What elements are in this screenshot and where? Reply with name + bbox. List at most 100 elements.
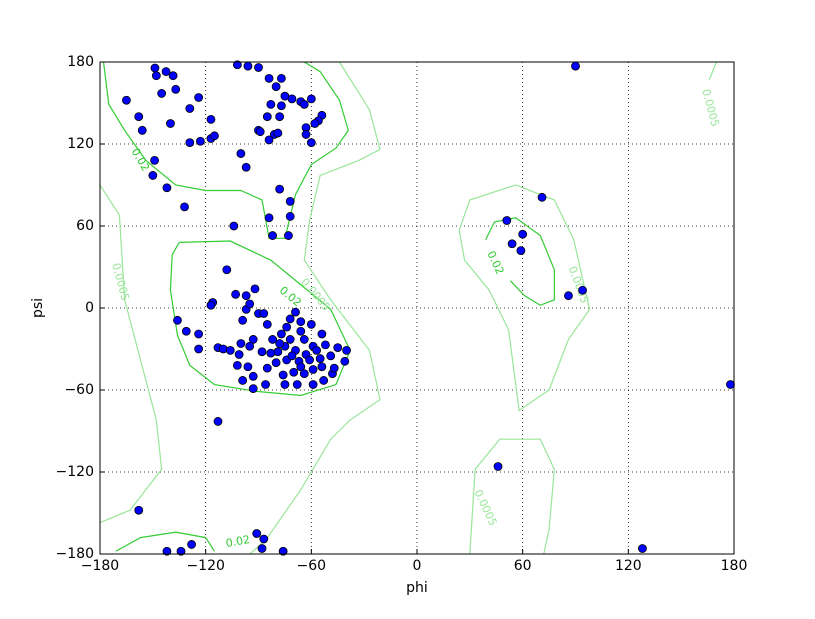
point xyxy=(173,315,182,325)
contour-line xyxy=(469,438,555,555)
point xyxy=(285,196,295,206)
point xyxy=(232,60,242,70)
point xyxy=(134,505,144,515)
point xyxy=(578,285,587,295)
point xyxy=(726,380,735,389)
point xyxy=(166,119,175,128)
point xyxy=(187,540,196,549)
point xyxy=(157,89,167,98)
contour-line xyxy=(99,184,163,524)
point xyxy=(264,213,274,223)
point xyxy=(248,384,258,394)
point xyxy=(518,229,528,239)
point xyxy=(238,376,248,385)
y-tick-label: 180 xyxy=(67,54,94,70)
point xyxy=(273,347,283,357)
point xyxy=(266,99,276,109)
contour-line xyxy=(485,217,555,306)
point xyxy=(266,348,276,358)
point xyxy=(194,329,204,339)
point xyxy=(185,138,195,148)
point xyxy=(493,462,503,471)
contour-line xyxy=(169,240,351,397)
y-axis-label: psi xyxy=(30,298,46,318)
point xyxy=(232,360,242,370)
contour-label: 0.02 xyxy=(225,533,251,550)
point xyxy=(238,315,248,325)
y-tick-label: −60 xyxy=(64,382,94,398)
point xyxy=(321,340,330,350)
y-tick-label: 0 xyxy=(85,300,94,316)
point xyxy=(317,329,327,339)
contour-line xyxy=(249,61,381,555)
point xyxy=(262,319,272,329)
point xyxy=(176,546,186,556)
point xyxy=(292,380,302,389)
point xyxy=(502,216,512,225)
point xyxy=(308,380,318,389)
point xyxy=(225,345,235,355)
point xyxy=(308,365,318,374)
point xyxy=(245,299,255,309)
point xyxy=(319,376,329,385)
x-tick-label: −120 xyxy=(186,558,224,574)
point xyxy=(236,149,246,158)
point xyxy=(296,362,306,372)
point xyxy=(329,363,339,373)
point xyxy=(299,335,309,344)
point xyxy=(218,344,228,354)
point xyxy=(516,246,526,256)
point xyxy=(326,351,336,361)
point xyxy=(312,345,322,355)
point xyxy=(507,239,517,249)
point xyxy=(236,339,246,348)
point xyxy=(275,112,285,122)
y-tick-label: 60 xyxy=(76,218,94,234)
point xyxy=(254,63,263,72)
point xyxy=(162,183,172,193)
point xyxy=(259,309,269,318)
contour-line xyxy=(115,531,215,552)
point xyxy=(282,322,292,332)
point xyxy=(291,307,300,317)
point xyxy=(171,84,181,94)
point xyxy=(306,138,316,148)
point xyxy=(259,534,269,544)
point xyxy=(285,212,295,221)
contour-line xyxy=(458,184,591,412)
point xyxy=(206,300,216,310)
point xyxy=(537,192,547,202)
point xyxy=(285,335,295,344)
y-tick-label: 120 xyxy=(67,136,94,152)
point xyxy=(222,265,232,275)
point xyxy=(278,546,288,556)
point xyxy=(122,95,131,105)
point xyxy=(150,63,160,73)
point xyxy=(243,362,253,372)
x-axis-label: phi xyxy=(406,580,428,596)
point xyxy=(275,339,285,348)
point xyxy=(285,314,295,324)
point xyxy=(234,350,244,359)
point xyxy=(306,94,316,104)
point xyxy=(162,546,172,556)
x-tick-label: 0 xyxy=(413,558,422,574)
plot-frame xyxy=(99,61,735,555)
point xyxy=(151,71,161,81)
point xyxy=(268,335,277,344)
point xyxy=(289,367,299,377)
point xyxy=(280,380,290,389)
point xyxy=(278,370,288,380)
point xyxy=(299,99,309,109)
x-tick-label: 60 xyxy=(514,558,532,574)
point xyxy=(287,94,297,104)
point xyxy=(342,345,351,355)
point xyxy=(262,112,272,122)
point xyxy=(261,380,270,389)
point xyxy=(168,71,178,81)
point xyxy=(564,291,573,301)
point xyxy=(248,335,258,344)
point xyxy=(245,341,255,351)
